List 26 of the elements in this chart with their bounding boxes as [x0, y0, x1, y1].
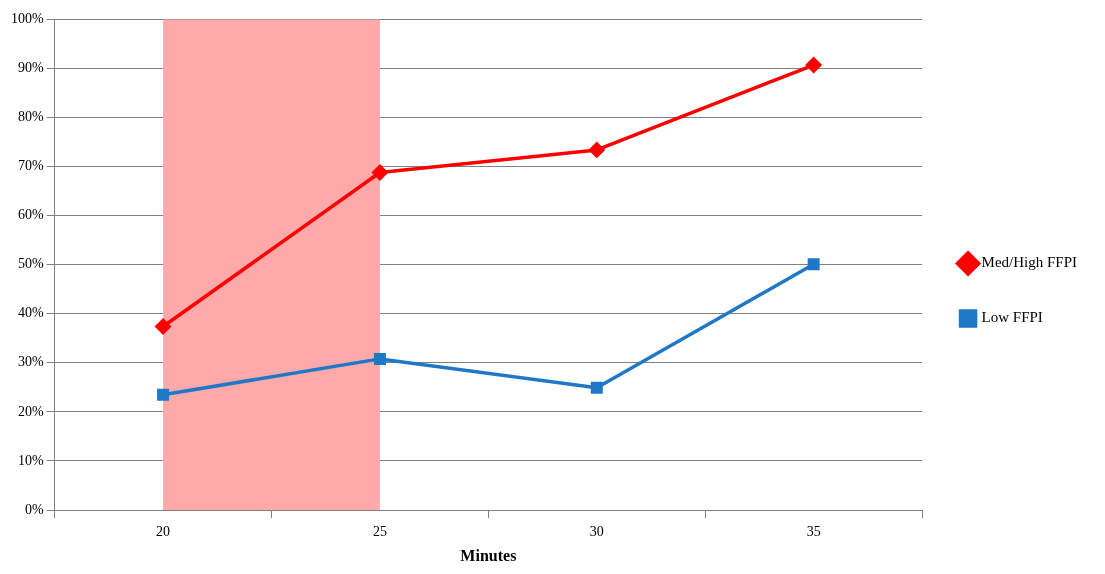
- y-tick-label: 10%: [17, 452, 44, 468]
- x-tick-label: 30: [589, 524, 604, 540]
- point: [157, 388, 170, 401]
- y-tick-label: 70%: [17, 158, 44, 174]
- y-tick-label: 40%: [17, 305, 44, 321]
- point: [807, 258, 820, 271]
- y-tick-label: 50%: [17, 256, 44, 272]
- legend-label: Low FFPI: [981, 309, 1043, 326]
- x-tick-label: 35: [806, 524, 821, 540]
- point: [805, 57, 822, 73]
- y-tick-label: 20%: [17, 403, 44, 419]
- y-tick-label: 0%: [24, 501, 44, 517]
- y-tick-label: 30%: [17, 354, 44, 370]
- y-tick-label: 100%: [10, 11, 44, 27]
- point: [589, 142, 605, 158]
- x-tick-label: 20: [156, 524, 171, 540]
- legend-label: Med/High FFPI: [981, 254, 1077, 271]
- y-tick-label: 90%: [17, 60, 44, 76]
- y-tick-label: 60%: [17, 207, 44, 223]
- y-tick-label: 80%: [17, 109, 44, 125]
- point: [372, 164, 388, 181]
- point: [590, 381, 603, 394]
- x-tick-label: 25: [372, 524, 387, 540]
- point: [373, 352, 386, 365]
- x-axis-title: Minutes: [460, 546, 517, 564]
- point: [155, 318, 171, 335]
